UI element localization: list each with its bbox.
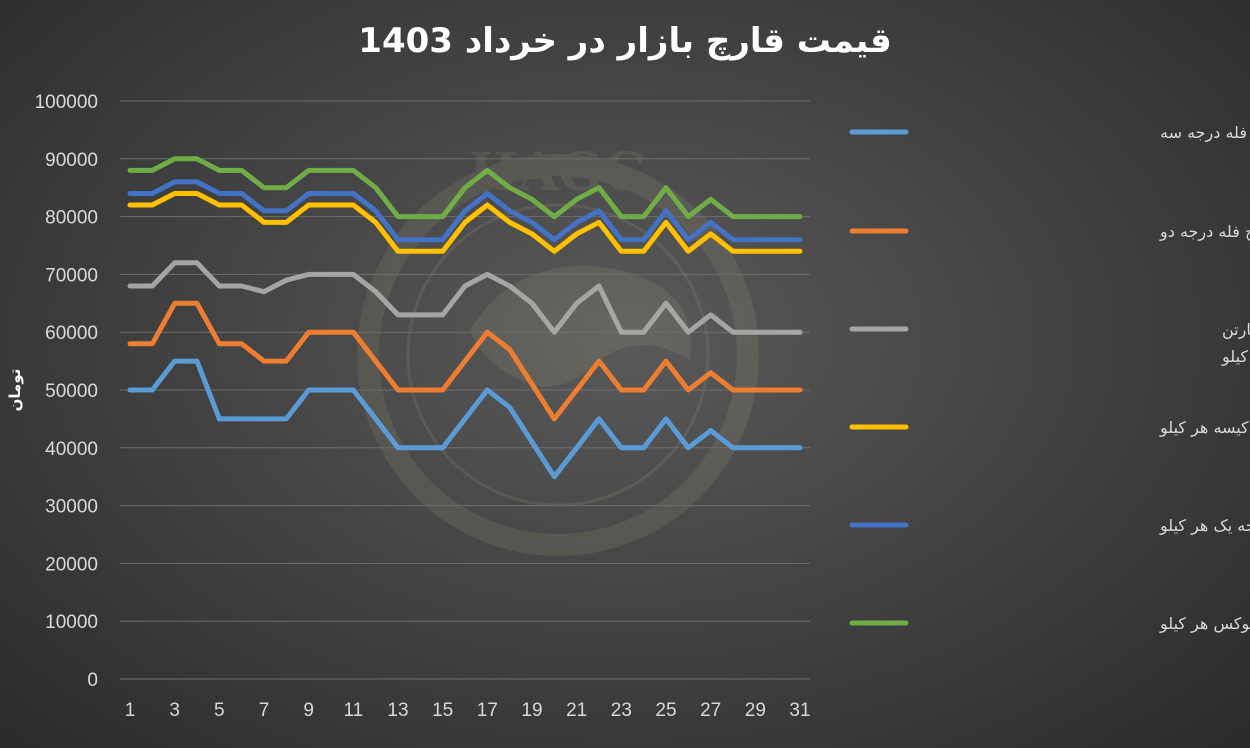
legend-label: قارچ فله سبد درجه یک هر کیلو: [1159, 516, 1250, 536]
legend-label: قارچ فله درجه دو: [1159, 222, 1250, 242]
y-tick-label: 40000: [45, 439, 98, 460]
x-tick-label: 23: [611, 700, 632, 721]
series-line-4: [127, 191, 803, 254]
x-tick-label: 27: [700, 700, 721, 721]
y-tick-label: 50000: [45, 381, 98, 402]
x-tick-label: 11: [343, 700, 363, 721]
legend-item-4: قارچ فله در کیسه هر کیلو: [849, 418, 1250, 438]
legend-label: قارچ فله در کیسه هر کیلو: [1159, 418, 1250, 438]
y-tick-label: 20000: [45, 554, 98, 575]
legend-item-2: قارچ فله درجه دو: [849, 222, 1250, 242]
x-tick-label: 15: [432, 700, 453, 721]
series-lines: [127, 156, 803, 480]
hagg-watermark-logo: HAGG: [357, 142, 759, 556]
y-tick-label: 0: [87, 670, 98, 691]
x-tick-label: 25: [655, 700, 676, 721]
y-tick-label: 70000: [45, 265, 98, 286]
x-tick-label: 31: [789, 700, 810, 721]
x-axis-tick-labels: 1 3 5 7 9 11 13 15 17 19 21 23 25 27 29 31: [125, 700, 811, 721]
y-tick-label: 100000: [35, 92, 98, 113]
legend: قارچ فله درجه سه قارچ فله درجه دو قارچ فله…: [849, 123, 1250, 634]
x-tick-label: 21: [566, 700, 587, 721]
x-tick-label: 5: [214, 700, 225, 721]
y-tick-label: 90000: [45, 150, 98, 171]
chart-title: قیمت قارچ بازار در خرداد 1403: [358, 21, 891, 61]
y-axis-label: تومان: [6, 369, 24, 412]
legend-label: قارچ فله درجه سه: [1160, 123, 1250, 143]
y-tick-label: 60000: [45, 323, 98, 344]
y-axis-tick-labels: 0 10000 20000 30000 40000 50000 60000 70000 8000…: [35, 92, 98, 691]
x-tick-label: 3: [169, 700, 180, 721]
x-tick-label: 29: [745, 700, 766, 721]
series-line-2: [127, 300, 803, 422]
series-line-1: [127, 358, 803, 480]
x-tick-label: 1: [125, 700, 136, 721]
legend-item-3: قارچ فله در سبد و کیسه و کارتن(کیفیت متو…: [849, 320, 1250, 367]
x-tick-label: 19: [521, 700, 542, 721]
y-tick-label: 10000: [45, 612, 98, 633]
legend-item-1: قارچ فله درجه سه: [849, 123, 1250, 143]
legend-item-5: قارچ فله سبد درجه یک هر کیلو: [849, 516, 1250, 536]
legend-item-6: قارچ فله در سبد لوکس هر کیلو: [849, 614, 1250, 634]
x-tick-label: 13: [387, 700, 408, 721]
grid-lines: [120, 100, 810, 680]
y-tick-label: 30000: [45, 497, 98, 518]
series-line-5: [127, 179, 803, 243]
x-tick-label: 9: [303, 700, 314, 721]
series-line-6: [127, 156, 803, 220]
y-tick-label: 80000: [45, 208, 98, 229]
watermark-text: HAGG: [469, 142, 647, 203]
x-tick-label: 7: [259, 700, 270, 721]
x-tick-label: 17: [477, 700, 498, 721]
series-line-3: [127, 260, 803, 335]
legend-label: قارچ فله در سبد و کیسه و کارتن(کیفیت متو…: [1221, 320, 1250, 367]
legend-label: قارچ فله در سبد لوکس هر کیلو: [1159, 614, 1250, 634]
